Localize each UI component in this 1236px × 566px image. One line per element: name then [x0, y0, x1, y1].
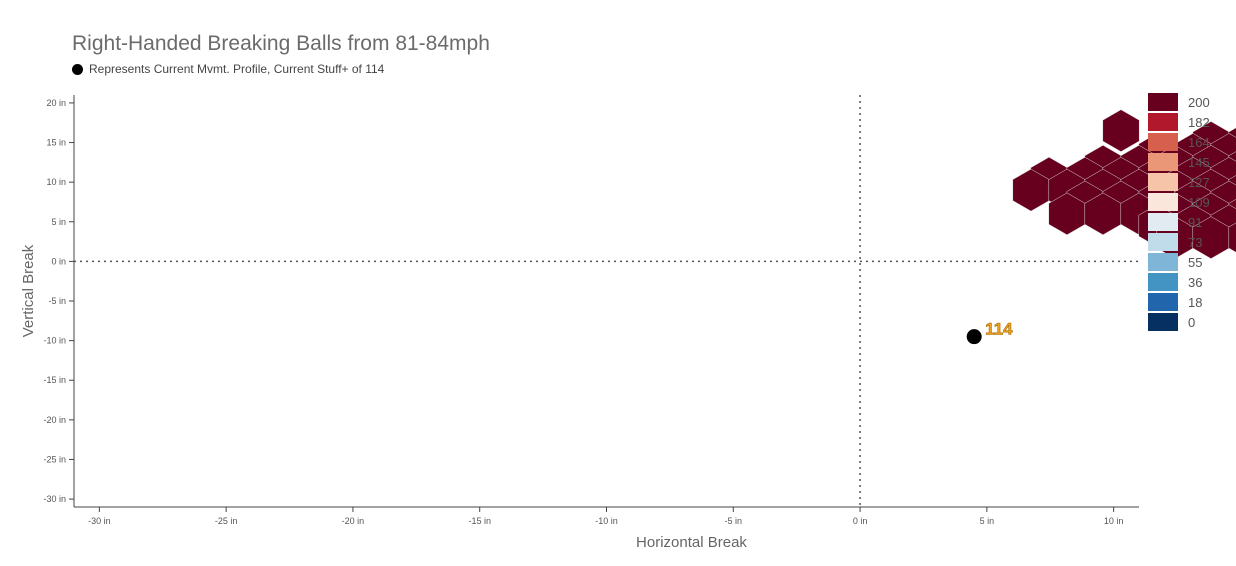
chart-subtitle-text: Represents Current Mvmt. Profile, Curren…: [89, 62, 385, 76]
legend-label: 109: [1188, 195, 1210, 210]
legend-swatch: [1148, 173, 1178, 191]
x-tick-label: -30 in: [88, 516, 111, 526]
y-tick-label: -5 in: [48, 296, 66, 306]
legend-label: 36: [1188, 275, 1202, 290]
legend-label: 91: [1188, 215, 1202, 230]
legend-label: 0: [1188, 315, 1195, 330]
legend-swatch: [1148, 93, 1178, 111]
y-tick-label: -25 in: [43, 454, 66, 464]
y-tick-label: 10 in: [46, 177, 66, 187]
legend-swatch: [1148, 193, 1178, 211]
hex-cell: [1228, 222, 1236, 253]
legend-swatch: [1148, 213, 1178, 231]
x-tick-label: 5 in: [980, 516, 995, 526]
subtitle-marker-icon: [72, 63, 83, 75]
x-tick-label: 0 in: [853, 516, 868, 526]
y-tick-label: 20 in: [46, 98, 66, 108]
hex-cell: [1102, 109, 1140, 152]
legend-label: 55: [1188, 255, 1202, 270]
legend-label: 73: [1188, 235, 1202, 250]
x-tick-label: -20 in: [342, 516, 365, 526]
x-tick-label: -15 in: [468, 516, 491, 526]
y-tick-label: 5 in: [51, 217, 66, 227]
legend-swatch: [1148, 273, 1178, 291]
current-point-label: 114: [985, 320, 1013, 339]
y-tick-label: -10 in: [43, 336, 66, 346]
legend-swatch: [1148, 153, 1178, 171]
current-point-marker: [966, 329, 982, 345]
y-tick-label: -20 in: [43, 415, 66, 425]
legend-label: 127: [1188, 175, 1210, 190]
y-tick-label: -30 in: [43, 494, 66, 504]
legend-label: 182: [1188, 115, 1210, 130]
y-axis-title: Vertical Break: [20, 244, 37, 337]
chart-title: Right-Handed Breaking Balls from 81-84mp…: [72, 32, 490, 55]
legend-label: 164: [1188, 135, 1210, 150]
legend-label: 18: [1188, 295, 1202, 310]
legend-swatch: [1148, 313, 1178, 331]
x-tick-label: -25 in: [215, 516, 238, 526]
legend-label: 145: [1188, 155, 1210, 170]
x-tick-label: 10 in: [1104, 516, 1124, 526]
legend-swatch: [1148, 113, 1178, 131]
x-axis-title: Horizontal Break: [636, 534, 747, 551]
x-tick-label: -10 in: [595, 516, 618, 526]
legend-swatch: [1148, 293, 1178, 311]
y-tick-label: -15 in: [43, 375, 66, 385]
y-tick-label: 0 in: [51, 256, 66, 266]
legend-swatch: [1148, 133, 1178, 151]
legend-swatch: [1148, 233, 1178, 251]
legend-swatch: [1148, 253, 1178, 271]
x-tick-label: -5 in: [725, 516, 743, 526]
y-tick-label: 15 in: [46, 138, 66, 148]
chart-subtitle: Represents Current Mvmt. Profile, Curren…: [72, 62, 384, 76]
legend-label: 200: [1188, 95, 1210, 110]
